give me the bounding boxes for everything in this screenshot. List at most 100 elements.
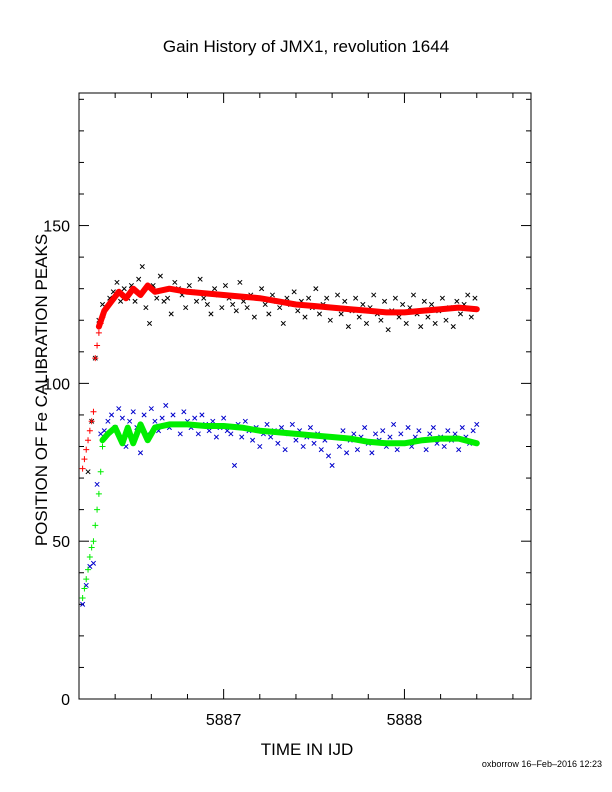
- data-point: [306, 295, 312, 301]
- footer-credit: oxborrow 16–Feb–2016 12:23: [482, 759, 602, 769]
- data-point: [94, 342, 101, 349]
- data-point: [90, 408, 97, 415]
- data-point: [291, 289, 297, 295]
- data-point: [275, 440, 281, 446]
- data-point: [363, 320, 370, 326]
- data-point: [119, 415, 125, 421]
- data-point: [353, 295, 359, 301]
- data-point: [344, 450, 350, 456]
- data-point: [289, 421, 295, 427]
- data-point: [86, 553, 93, 560]
- data-point: [88, 418, 95, 425]
- data-point: [148, 406, 154, 412]
- data-point: [130, 409, 136, 415]
- fit-line-5: [99, 421, 480, 447]
- data-point: [139, 264, 145, 270]
- data-point: [416, 428, 422, 434]
- data-point: [334, 292, 341, 298]
- data-point: [99, 443, 106, 450]
- data-point: [445, 428, 451, 434]
- data-point: [79, 595, 86, 601]
- data-point: [108, 412, 115, 418]
- data-point: [183, 305, 189, 311]
- data-point: [213, 434, 219, 440]
- data-point: [92, 522, 99, 529]
- data-point: [210, 418, 216, 424]
- data-point: [127, 418, 133, 424]
- data-point: [398, 431, 404, 437]
- data-point: [204, 301, 210, 308]
- data-point: [228, 431, 234, 437]
- data-point: [239, 434, 245, 440]
- data-point: [313, 286, 319, 292]
- data-point: [439, 295, 445, 301]
- data-point: [324, 295, 330, 301]
- data-marks: [79, 264, 480, 607]
- data-point: [262, 301, 268, 308]
- data-point: [394, 447, 400, 453]
- data-point: [427, 431, 433, 437]
- data-point: [432, 320, 438, 326]
- data-point: [378, 317, 384, 323]
- data-point: [405, 425, 411, 431]
- data-point: [452, 431, 458, 437]
- data-point: [152, 418, 158, 424]
- data-point: [251, 314, 257, 320]
- data-point: [163, 402, 169, 409]
- data-point: [351, 431, 357, 437]
- data-point: [79, 465, 86, 472]
- data-point: [143, 305, 149, 311]
- data-point: [327, 317, 333, 323]
- data-point: [195, 431, 201, 437]
- data-point: [336, 443, 342, 450]
- data-point: [454, 298, 460, 304]
- data-point: [81, 456, 88, 463]
- data-point: [345, 324, 351, 330]
- data-point: [268, 434, 274, 440]
- data-point: [114, 279, 120, 285]
- data-point: [400, 301, 406, 308]
- data-point: [354, 447, 360, 453]
- data-point: [237, 279, 243, 285]
- axis-ticks: 0 50 100 150 5887 5888: [43, 93, 531, 729]
- x-tick-label: 5887: [206, 712, 242, 729]
- data-point: [318, 447, 324, 453]
- data-point: [403, 320, 409, 326]
- data-point: [92, 355, 99, 362]
- data-point: [421, 298, 427, 304]
- data-point: [83, 446, 90, 453]
- data-point: [80, 601, 86, 607]
- data-point: [340, 428, 346, 434]
- data-point: [192, 415, 198, 421]
- data-point: [429, 301, 435, 308]
- data-point: [90, 538, 97, 545]
- data-point: [266, 311, 272, 317]
- data-point: [95, 490, 102, 497]
- data-point: [369, 450, 375, 456]
- data-point: [105, 418, 111, 424]
- chart-title: Gain History of JMX1, revolution 1644: [163, 37, 449, 56]
- data-point: [443, 317, 449, 323]
- data-point: [141, 412, 147, 418]
- data-point: [199, 412, 205, 418]
- data-point: [208, 311, 214, 317]
- data-point: [181, 409, 187, 415]
- data-point: [81, 585, 88, 592]
- data-point: [233, 308, 239, 314]
- data-point: [459, 425, 465, 431]
- data-point: [410, 292, 417, 298]
- data-point: [338, 311, 344, 317]
- data-point: [86, 427, 93, 434]
- y-tick-label: 150: [43, 219, 70, 236]
- data-point: [231, 462, 238, 468]
- data-point: [282, 447, 288, 453]
- data-point: [88, 544, 95, 551]
- data-point: [85, 469, 91, 475]
- data-point: [430, 425, 436, 431]
- data-point: [465, 292, 471, 298]
- data-point: [280, 320, 286, 326]
- data-point: [441, 443, 447, 450]
- data-point: [83, 576, 90, 583]
- data-point: [177, 431, 183, 437]
- data-point: [136, 276, 142, 282]
